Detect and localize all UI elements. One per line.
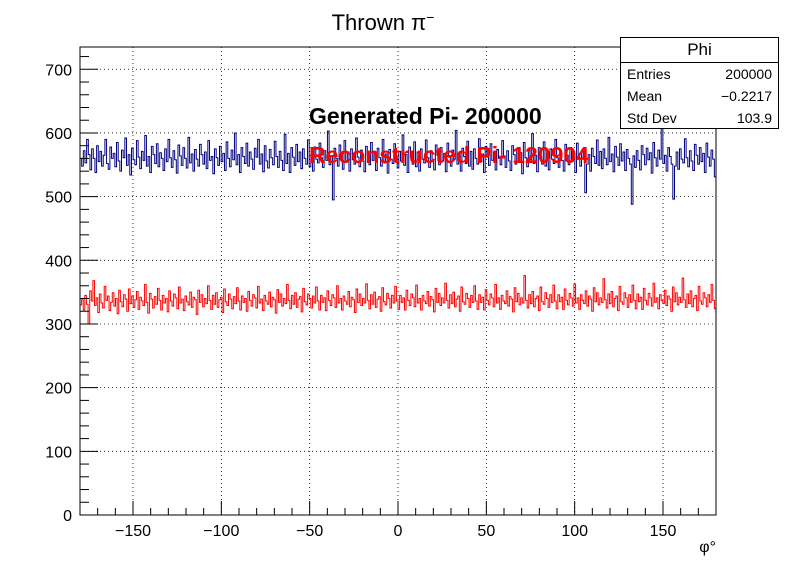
stats-row-stddev: Std Dev 103.9 [621,107,778,129]
stats-value: 103.9 [736,110,772,126]
annotation-generated: Generated Pi- 200000 [309,103,542,129]
stats-value: −0.2217 [721,88,772,104]
y-tick-label: 600 [45,126,72,143]
axis-ticks [79,56,717,516]
tick-labels: −150 −100 −50 0 50 100 150 0 100 200 300 400 500 600 7… [45,62,676,540]
stats-box: Phi Entries 200000 Mean −0.2217 Std Dev … [620,37,779,129]
stats-row-mean: Mean −0.2217 [621,85,778,107]
annotation-reconstructed: Reconstructed Pi- 120904 [309,142,589,168]
stats-label: Std Dev [627,110,677,126]
y-tick-label: 400 [45,253,72,270]
histogram-series-0 [80,127,716,205]
x-axis-label: φ° [699,539,716,556]
x-tick-label: −150 [115,523,151,540]
x-tick-label: 100 [561,523,588,540]
stats-row-entries: Entries 200000 [621,63,778,85]
x-tick-label: 150 [650,523,677,540]
y-tick-label: 100 [45,444,72,461]
x-tick-label: 0 [394,523,403,540]
chart-title-base: Thrown π [332,10,427,35]
x-tick-label: −50 [296,523,323,540]
x-tick-label: 50 [477,523,495,540]
stats-title: Phi [621,38,778,63]
histogram-series [80,127,716,325]
chart-title-superscript: − [426,9,434,25]
y-tick-label: 200 [45,381,72,398]
stats-value: 200000 [725,66,772,82]
stats-label: Entries [627,66,671,82]
histogram-series-1 [80,275,716,325]
y-tick-label: 300 [45,317,72,334]
y-tick-label: 500 [45,190,72,207]
y-tick-label: 700 [45,62,72,79]
chart-title: Thrown π− [332,9,435,35]
stats-label: Mean [627,88,663,104]
y-tick-label: 0 [63,508,72,525]
x-tick-label: −100 [203,523,239,540]
